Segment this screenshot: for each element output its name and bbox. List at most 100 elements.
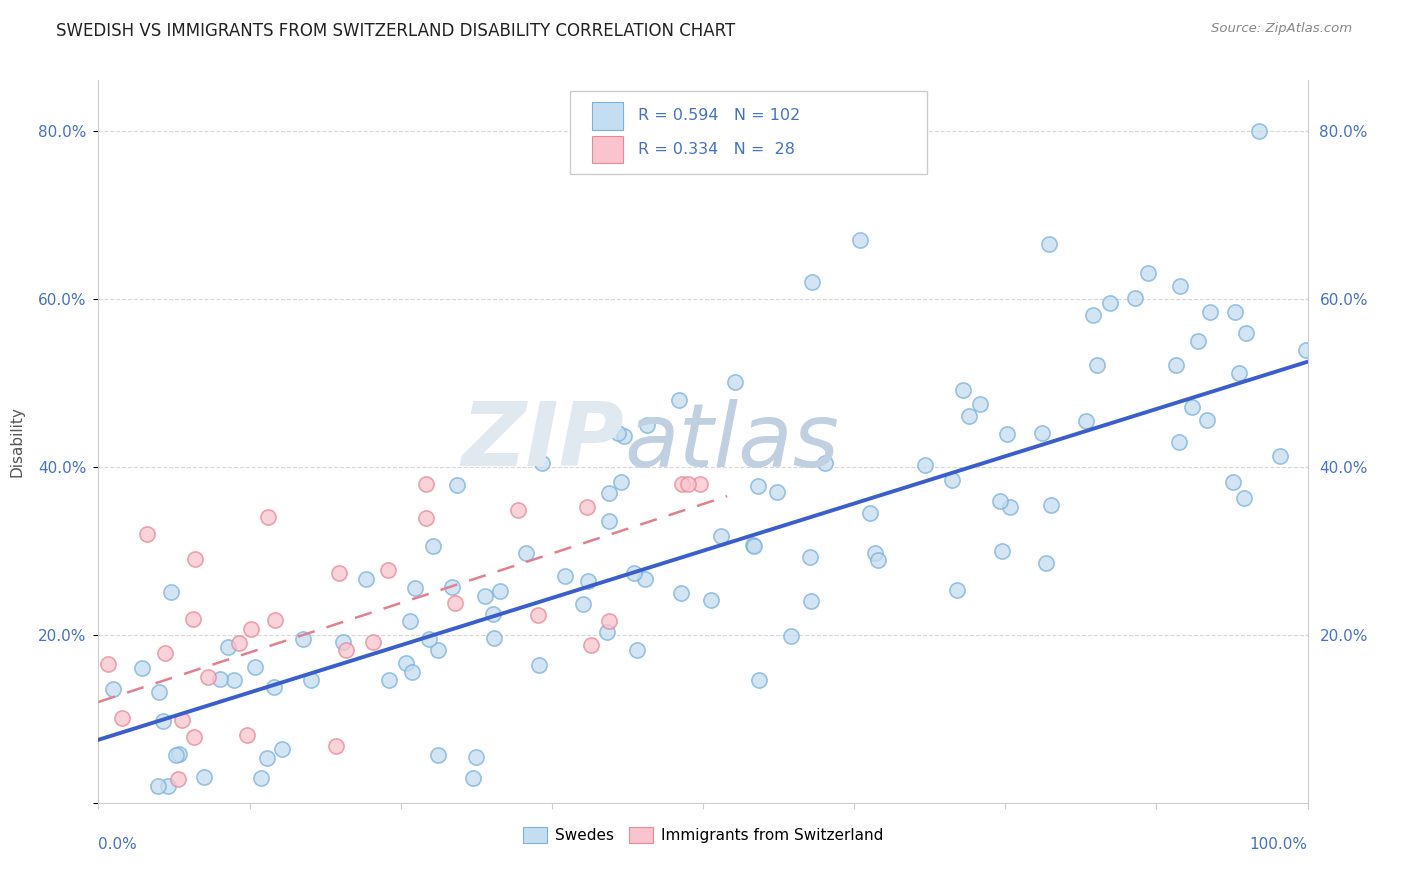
Text: 100.0%: 100.0%	[1250, 838, 1308, 853]
Point	[1234, 326, 1257, 341]
Point	[378, 673, 401, 688]
Point	[527, 657, 550, 672]
Point	[849, 233, 872, 247]
Point	[482, 632, 505, 646]
Text: ZIP: ZIP	[461, 398, 624, 485]
Point	[228, 635, 250, 649]
Point	[148, 685, 170, 699]
Point	[183, 730, 205, 744]
Point	[208, 672, 231, 686]
Point	[941, 473, 963, 487]
Point	[863, 545, 886, 559]
Point	[135, 527, 157, 541]
Point	[250, 771, 273, 785]
Point	[271, 742, 294, 756]
Point	[197, 670, 219, 684]
Point	[167, 772, 190, 786]
Point	[766, 485, 789, 500]
Point	[998, 500, 1021, 515]
Point	[1198, 305, 1220, 319]
Point	[167, 747, 190, 762]
Point	[481, 607, 503, 622]
Point	[634, 572, 657, 586]
Point	[465, 750, 488, 764]
Point	[1038, 237, 1060, 252]
Point	[866, 553, 889, 567]
Point	[1164, 358, 1187, 372]
Point	[613, 428, 636, 442]
Point	[596, 625, 619, 640]
Point	[193, 770, 215, 784]
Point	[240, 622, 263, 636]
Point	[377, 563, 399, 577]
Point	[800, 275, 823, 289]
Point	[990, 544, 1012, 558]
Point	[508, 503, 530, 517]
Point	[780, 629, 803, 643]
Point	[988, 494, 1011, 508]
Point	[243, 660, 266, 674]
FancyBboxPatch shape	[592, 103, 623, 129]
Point	[598, 514, 620, 528]
Point	[609, 475, 631, 489]
Point	[1035, 556, 1057, 570]
Point	[474, 590, 496, 604]
Point	[1031, 426, 1053, 441]
Point	[723, 376, 745, 390]
Point	[598, 485, 620, 500]
Point	[676, 476, 699, 491]
Point	[224, 673, 246, 688]
Point	[156, 779, 179, 793]
Point	[1295, 343, 1317, 357]
Point	[1222, 475, 1244, 489]
Point	[1268, 449, 1291, 463]
Point	[1123, 291, 1146, 305]
Point	[153, 646, 176, 660]
Point	[859, 506, 882, 520]
Point	[799, 549, 821, 564]
Point	[418, 632, 440, 646]
Text: atlas: atlas	[624, 399, 839, 484]
Point	[395, 657, 418, 671]
Point	[598, 614, 620, 628]
Point	[748, 673, 770, 687]
Point	[325, 739, 347, 754]
Point	[184, 552, 207, 566]
Point	[515, 546, 537, 560]
Point	[399, 614, 422, 628]
Point	[952, 383, 974, 397]
Point	[165, 748, 187, 763]
Point	[256, 510, 278, 524]
Point	[488, 584, 510, 599]
FancyBboxPatch shape	[592, 136, 623, 163]
Point	[1083, 308, 1105, 322]
Point	[669, 586, 692, 600]
Point	[404, 581, 426, 595]
Point	[579, 638, 602, 652]
Point	[1227, 366, 1250, 380]
Point	[299, 673, 322, 687]
Point	[170, 713, 193, 727]
Legend: Swedes, Immigrants from Switzerland: Swedes, Immigrants from Switzerland	[516, 822, 890, 849]
Point	[159, 584, 181, 599]
Point	[914, 458, 936, 472]
Point	[969, 397, 991, 411]
Point	[1223, 305, 1246, 319]
Text: Source: ZipAtlas.com: Source: ZipAtlas.com	[1212, 22, 1353, 36]
Point	[747, 479, 769, 493]
Point	[415, 511, 437, 525]
Point	[1233, 491, 1256, 505]
Text: SWEDISH VS IMMIGRANTS FROM SWITZERLAND DISABILITY CORRELATION CHART: SWEDISH VS IMMIGRANTS FROM SWITZERLAND D…	[56, 22, 735, 40]
Text: R = 0.594   N = 102: R = 0.594 N = 102	[638, 109, 800, 123]
Point	[236, 728, 259, 742]
Point	[995, 427, 1018, 442]
Point	[101, 681, 124, 696]
Point	[1040, 498, 1063, 512]
Point	[131, 661, 153, 675]
Point	[575, 500, 598, 514]
Text: R = 0.334   N =  28: R = 0.334 N = 28	[638, 142, 794, 157]
Point	[332, 634, 354, 648]
Point	[441, 580, 464, 594]
Point	[256, 751, 278, 765]
FancyBboxPatch shape	[569, 91, 927, 174]
